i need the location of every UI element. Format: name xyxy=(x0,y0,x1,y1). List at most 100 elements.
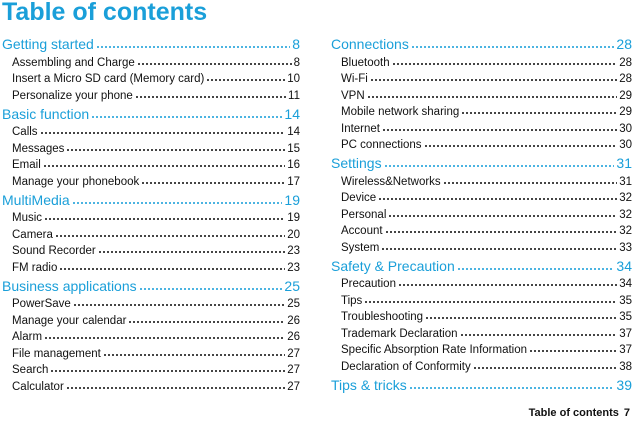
page-number: 27 xyxy=(287,347,300,360)
section-heading-label: Connections xyxy=(331,36,409,52)
toc-entry: Tips 35 xyxy=(331,290,632,307)
toc-entry-label: Device xyxy=(341,192,377,204)
page-number: 32 xyxy=(619,192,632,204)
page-number: 26 xyxy=(287,331,300,343)
page-number: 28 xyxy=(619,56,632,69)
dot-leader xyxy=(71,200,283,205)
toc-entry: Camera 20 xyxy=(2,224,300,241)
toc-entry-label: Declaration of Conformity xyxy=(341,360,471,373)
toc-entry: Bluetooth 28 xyxy=(331,52,632,69)
toc-entry-label: PowerSave xyxy=(12,298,71,310)
toc-entry: Personalize your phone 11 xyxy=(2,85,300,102)
page-number: 11 xyxy=(288,89,300,102)
page-number: 32 xyxy=(619,208,632,221)
page-title: Table of contents xyxy=(2,0,208,26)
toc-entry: Troubleshooting 35 xyxy=(331,307,632,323)
toc-entry: Personal 32 xyxy=(331,204,632,221)
footer-page: 7 xyxy=(623,407,630,419)
section-heading-label: MultiMedia xyxy=(2,191,70,208)
toc-entry: File management 27 xyxy=(2,343,300,360)
page-number: 23 xyxy=(287,261,300,274)
toc-entry-label: Manage your phonebook xyxy=(12,175,140,188)
dot-leader xyxy=(456,266,615,271)
toc-entry: Mobile network sharing 29 xyxy=(331,102,632,118)
toc-entry-label: File management xyxy=(12,347,101,360)
dot-leader xyxy=(382,127,618,132)
page-number: 25 xyxy=(287,298,300,310)
toc-entry: Declaration of Conformity 38 xyxy=(331,356,632,373)
dot-leader xyxy=(91,114,283,119)
page-number: 8 xyxy=(293,56,300,69)
toc-entry: PC connections 30 xyxy=(331,135,632,151)
dot-leader xyxy=(364,299,618,304)
page-number: 32 xyxy=(619,225,632,237)
dot-leader xyxy=(410,45,615,49)
toc-entry: Assembling and Charge 8 xyxy=(2,52,300,69)
footer-text: Table of contents xyxy=(528,407,619,419)
toc-entry: Account 32 xyxy=(331,221,632,237)
section-heading: Business applications 25 xyxy=(2,276,300,294)
toc-entry-label: Personal xyxy=(341,208,387,221)
dot-leader xyxy=(50,369,286,373)
dot-leader xyxy=(66,147,286,152)
toc-entry: Sound Recorder 23 xyxy=(2,241,300,257)
toc-entry-label: Mobile network sharing xyxy=(341,106,460,118)
section-heading-label: Safety & Precaution xyxy=(331,257,455,274)
section-heading-label: Settings xyxy=(331,155,382,171)
page-number: 31 xyxy=(616,155,632,171)
toc-entry-label: Insert a Micro SD card (Memory card) xyxy=(12,73,205,85)
toc-entry: Search 27 xyxy=(2,360,300,376)
dot-leader xyxy=(141,180,286,185)
dot-leader xyxy=(42,164,286,168)
toc-entry-label: Sound Recorder xyxy=(12,245,96,257)
dot-leader xyxy=(44,336,286,340)
page-number: 27 xyxy=(287,364,300,376)
dot-leader xyxy=(408,385,615,390)
dot-leader xyxy=(391,61,618,66)
dot-leader xyxy=(206,78,286,82)
dot-leader xyxy=(384,230,618,234)
toc-entry: Messages 15 xyxy=(2,138,300,155)
toc-entry-label: Calls xyxy=(12,126,38,138)
page-number: 37 xyxy=(619,344,632,356)
dot-leader xyxy=(72,303,286,307)
toc-entry: Trademark Declaration 37 xyxy=(331,323,632,340)
section-heading: Tips & tricks 39 xyxy=(331,375,632,393)
page-number: 30 xyxy=(619,139,632,151)
toc-entry-label: Bluetooth xyxy=(341,56,390,69)
toc-entry: Email 16 xyxy=(2,155,300,171)
dot-leader xyxy=(97,250,286,254)
page-number: 29 xyxy=(619,106,632,118)
page-number: 17 xyxy=(287,175,300,188)
page-number: 26 xyxy=(287,314,300,327)
page-number: 35 xyxy=(619,311,632,323)
dot-leader xyxy=(134,94,287,99)
dot-leader xyxy=(423,144,618,148)
page-number: 23 xyxy=(287,245,300,257)
dot-leader xyxy=(378,197,618,201)
dot-leader xyxy=(397,283,618,287)
toc-column: Connections 28 Bluetooth 28 Wi-Fi 28 VPN 29 Mobi… xyxy=(331,34,632,393)
dot-leader xyxy=(136,61,292,66)
page-number: 34 xyxy=(619,278,632,290)
page-number: 35 xyxy=(619,294,632,307)
toc-entry-label: Wi-Fi xyxy=(341,73,368,85)
section-heading-label: Tips & tricks xyxy=(331,376,407,393)
dot-leader xyxy=(442,180,618,185)
page-number: 31 xyxy=(619,175,632,188)
toc-entry-label: Account xyxy=(341,225,383,237)
section-heading-label: Getting started xyxy=(2,36,94,52)
dot-leader xyxy=(366,94,618,99)
section-heading: Basic function 14 xyxy=(2,104,300,122)
dot-leader xyxy=(369,78,618,82)
toc-entry-label: Alarm xyxy=(12,331,43,343)
toc-entry-label: Precaution xyxy=(341,278,396,290)
toc-entry: Wi-Fi 28 xyxy=(331,69,632,85)
toc-entry-label: Specific Absorption Rate Information xyxy=(341,344,528,356)
dot-leader xyxy=(102,352,286,357)
page-number: 8 xyxy=(292,36,300,52)
page-number: 28 xyxy=(616,36,632,52)
page-number: 19 xyxy=(284,191,300,208)
toc-entry: Device 32 xyxy=(331,188,632,204)
